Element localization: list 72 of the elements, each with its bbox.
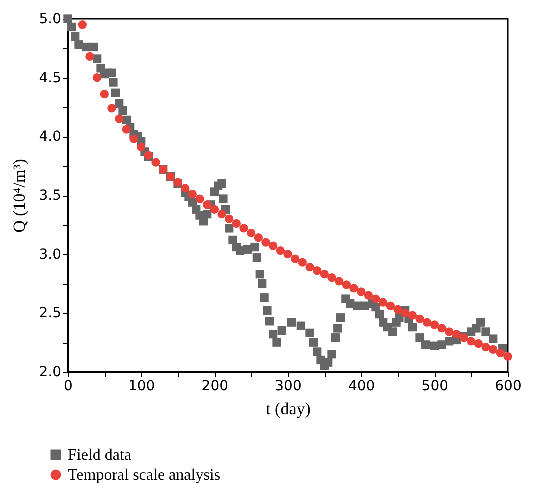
point <box>203 200 212 210</box>
point <box>386 302 395 310</box>
x-tick-label: 200 <box>202 378 229 394</box>
point <box>152 158 160 167</box>
point <box>320 270 329 279</box>
point <box>108 104 116 113</box>
point <box>496 348 505 358</box>
point <box>181 184 190 193</box>
point <box>489 345 498 354</box>
point <box>445 328 454 336</box>
y-axis-title: Q (10⁴/m³) <box>10 159 30 233</box>
point <box>379 298 388 307</box>
point <box>137 142 146 152</box>
y-tick-label: 2.5 <box>39 306 62 322</box>
y-tick-label: 3.5 <box>39 188 62 204</box>
point <box>262 238 270 247</box>
point <box>401 308 410 318</box>
x-tick-label: 600 <box>495 378 522 394</box>
point <box>232 219 241 228</box>
point <box>430 320 439 330</box>
point <box>247 228 256 238</box>
point <box>504 352 512 362</box>
point <box>284 250 292 259</box>
point <box>335 277 344 286</box>
point <box>196 194 204 204</box>
point <box>423 318 432 327</box>
legend-label: Temporal scale analysis <box>68 467 221 484</box>
point <box>276 246 285 256</box>
point <box>115 114 124 124</box>
point <box>408 311 417 320</box>
x-tick-label: 100 <box>128 378 156 394</box>
point <box>122 125 131 134</box>
point <box>188 190 197 199</box>
point <box>225 214 234 224</box>
point <box>240 224 248 233</box>
point <box>93 74 102 82</box>
point <box>130 134 138 144</box>
point <box>467 337 476 346</box>
x-tick-label: 400 <box>348 378 376 394</box>
x-tick-label: 0 <box>64 378 73 394</box>
point <box>350 284 358 293</box>
point <box>78 20 87 30</box>
point <box>298 258 307 267</box>
point <box>342 280 351 290</box>
point <box>269 242 278 250</box>
x-tick-label: 500 <box>422 378 449 394</box>
point <box>291 254 300 264</box>
point <box>357 288 366 296</box>
point <box>254 234 263 242</box>
y-tick-label: 5.0 <box>39 12 62 28</box>
point <box>100 90 109 99</box>
point <box>306 262 314 272</box>
x-tick-label: 300 <box>275 378 302 394</box>
point <box>313 266 322 276</box>
point <box>372 294 380 304</box>
point <box>210 205 219 214</box>
point <box>474 339 483 348</box>
point <box>416 314 424 324</box>
point <box>218 210 226 219</box>
point <box>438 324 446 333</box>
y-tick-label: 4.5 <box>39 70 62 86</box>
y-tick-label: 2.0 <box>39 364 62 380</box>
point <box>86 52 94 61</box>
point <box>394 305 402 314</box>
y-tick-label: 3.0 <box>39 246 62 263</box>
x-axis-title: t (day) <box>266 400 311 418</box>
point <box>452 330 461 339</box>
point <box>328 274 336 282</box>
legend-label: Field data <box>68 447 132 464</box>
point <box>482 342 490 352</box>
point <box>364 291 373 300</box>
y-tick-label: 4.0 <box>39 129 62 146</box>
